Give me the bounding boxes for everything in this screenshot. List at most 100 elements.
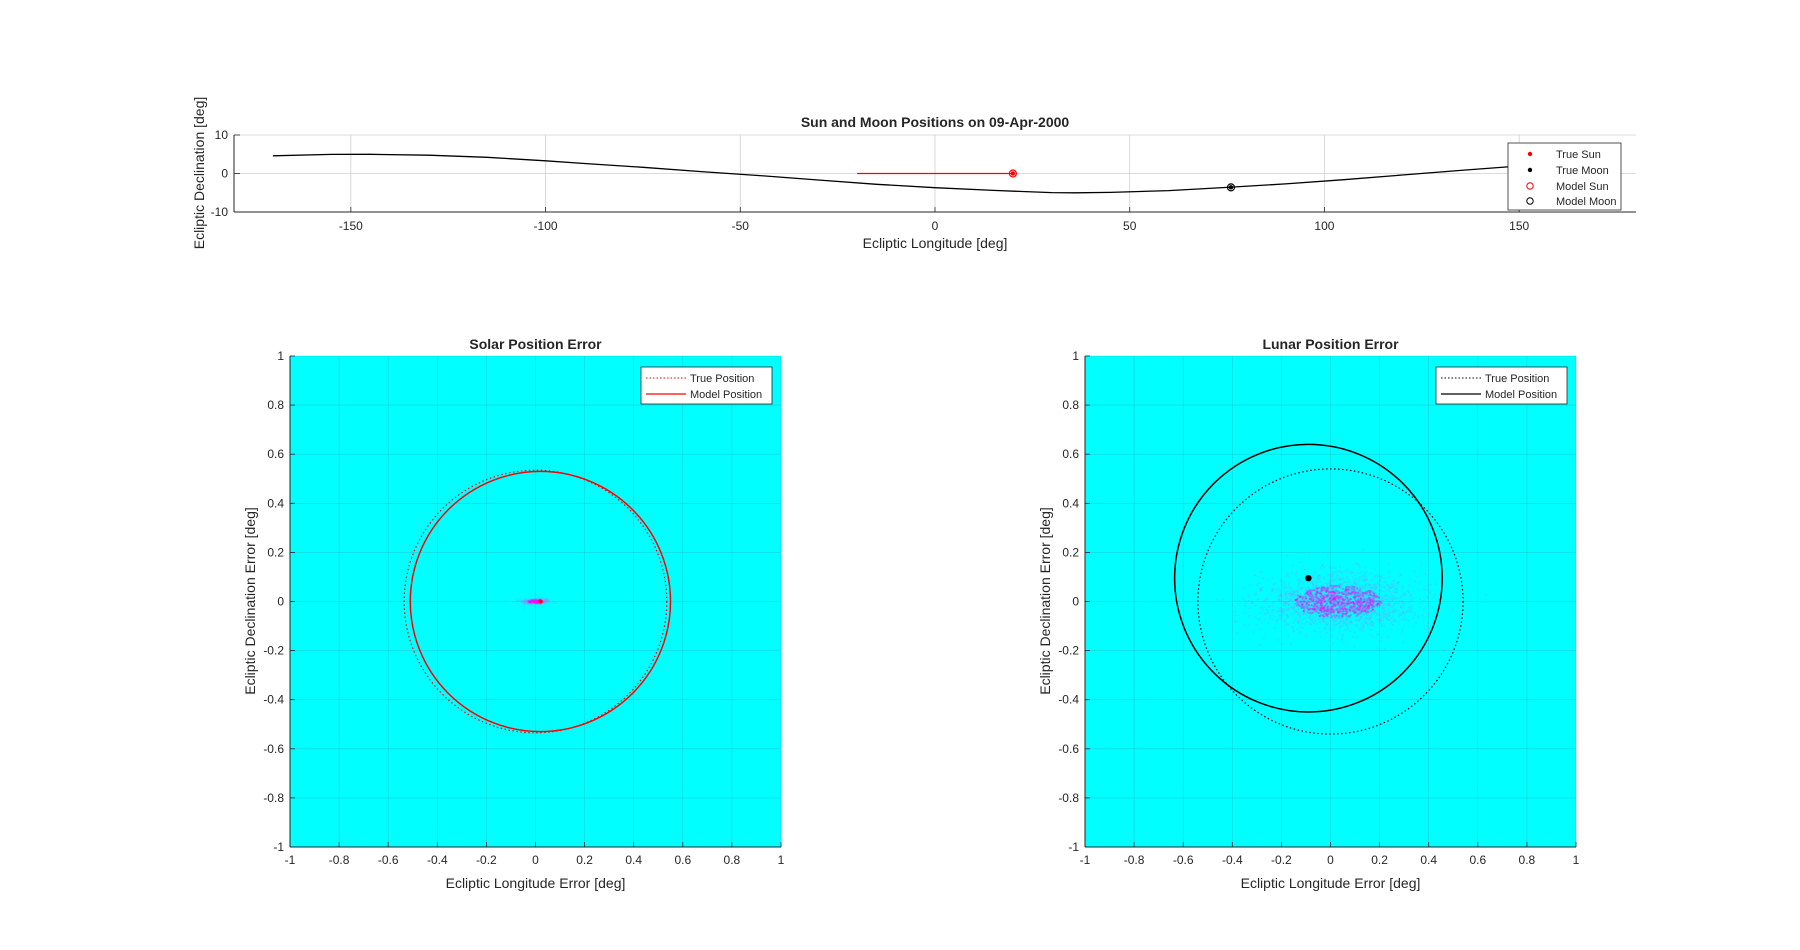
lunar-density-point	[1372, 599, 1374, 602]
lunar-density-point	[1327, 622, 1329, 625]
lunar-density-point	[1288, 582, 1291, 585]
lunar-density-point	[1259, 587, 1262, 590]
lunar-density-point	[1337, 610, 1340, 613]
lunar-density-point	[1331, 595, 1333, 598]
lunar-density-point	[1434, 593, 1436, 596]
lunar-density-point	[1330, 584, 1332, 587]
lunar-density-point	[1327, 591, 1330, 594]
lunar-density-point	[1254, 574, 1257, 577]
solar-model-center-marker	[538, 599, 543, 604]
lunar-density-point	[1341, 614, 1344, 617]
lunar-density-point	[1354, 580, 1357, 583]
lunar-density-point	[1373, 593, 1376, 596]
lunar-density-point	[1318, 615, 1321, 618]
lunar-density-point	[1316, 607, 1319, 610]
lunar-density-point	[1282, 611, 1285, 613]
lunar-density-point	[1264, 598, 1267, 601]
solar-density-point	[532, 599, 535, 602]
lunar-density-point	[1352, 601, 1355, 604]
solar-density-point	[535, 600, 538, 603]
lunar-density-point	[1326, 606, 1329, 609]
lunar-density-point	[1319, 608, 1322, 611]
lunar-density-point	[1330, 610, 1333, 613]
lunar-density-point	[1281, 596, 1284, 599]
solar-density-point	[536, 601, 539, 604]
lunar-density-point	[1380, 623, 1383, 626]
lunar-density-point	[1304, 604, 1307, 607]
solar-density-point	[535, 599, 538, 602]
lunar-density-point	[1277, 609, 1280, 612]
lunar-density-point	[1369, 592, 1372, 595]
solar-density-point	[526, 601, 529, 604]
lunar-density-point	[1340, 597, 1343, 600]
solar-density-point	[543, 600, 546, 603]
solar-ytick-label: -0.8	[263, 791, 284, 805]
lunar-grid	[1084, 355, 1577, 848]
solar-density-point	[526, 601, 529, 604]
lunar-density-point	[1393, 579, 1396, 582]
lunar-density-point	[1364, 583, 1367, 586]
lunar-density-point	[1419, 598, 1421, 601]
lunar-density-point	[1378, 604, 1381, 607]
top-marks	[272, 153, 1559, 194]
lunar-density-point	[1307, 585, 1309, 588]
lunar-density-point	[1341, 617, 1344, 620]
lunar-density-point	[1349, 616, 1352, 619]
lunar-density-point	[1307, 592, 1310, 595]
lunar-density-point	[1376, 608, 1379, 611]
solar-density-point	[542, 599, 545, 602]
lunar-density-point	[1349, 602, 1352, 605]
lunar-density-point	[1313, 589, 1316, 592]
lunar-density-point	[1358, 581, 1361, 584]
lunar-density-point	[1371, 606, 1373, 609]
lunar-density-point	[1326, 555, 1329, 558]
lunar-density-point	[1324, 589, 1327, 592]
lunar-density-point	[1329, 597, 1332, 600]
lunar-density-point	[1358, 600, 1361, 603]
lunar-density-point	[1359, 587, 1362, 590]
lunar-density-point	[1408, 584, 1411, 587]
solar-density-point	[520, 599, 523, 602]
lunar-density-point	[1289, 590, 1292, 593]
lunar-density-point	[1328, 599, 1330, 602]
lunar-density-point	[1367, 604, 1370, 607]
solar-density-point	[545, 598, 548, 601]
lunar-density-point	[1306, 592, 1309, 595]
lunar-ytick-label: -0.6	[1058, 742, 1079, 756]
lunar-density-point	[1369, 590, 1372, 593]
lunar-density-point	[1392, 620, 1395, 623]
solar-density-point	[520, 600, 523, 603]
lunar-density-point	[1326, 584, 1329, 587]
lunar-density-point	[1320, 587, 1323, 590]
solar-density-point	[524, 600, 527, 602]
lunar-density-point	[1314, 618, 1317, 621]
lunar-density-point	[1315, 609, 1318, 612]
lunar-density-point	[1342, 577, 1345, 580]
lunar-density-point	[1329, 609, 1332, 611]
lunar-density-point	[1310, 592, 1313, 595]
lunar-density-point	[1336, 574, 1339, 577]
lunar-density-point	[1331, 618, 1334, 620]
lunar-density-point	[1389, 619, 1391, 621]
lunar-density-point	[1298, 617, 1301, 619]
lunar-density-point	[1305, 588, 1308, 591]
lunar-density-point	[1301, 618, 1304, 621]
lunar-density-point	[1285, 587, 1288, 590]
solar-xtick-label: -1	[285, 853, 296, 867]
lunar-density-point	[1314, 619, 1317, 622]
lunar-density-point	[1280, 584, 1283, 587]
solar-density-point	[544, 598, 547, 601]
lunar-density-point	[1286, 590, 1289, 593]
lunar-density-point	[1308, 589, 1311, 592]
lunar-density-point	[1409, 597, 1412, 600]
lunar-density-point	[1287, 573, 1290, 576]
solar-density-point	[530, 602, 533, 605]
lunar-density-point	[1350, 614, 1353, 617]
solar-density-point	[534, 599, 537, 602]
lunar-density-point	[1361, 548, 1364, 551]
lunar-density-point	[1354, 600, 1357, 603]
lunar-density-point	[1387, 611, 1390, 614]
lunar-density-point	[1280, 594, 1283, 597]
lunar-density-point	[1354, 591, 1357, 594]
lunar-density-point	[1335, 623, 1338, 626]
